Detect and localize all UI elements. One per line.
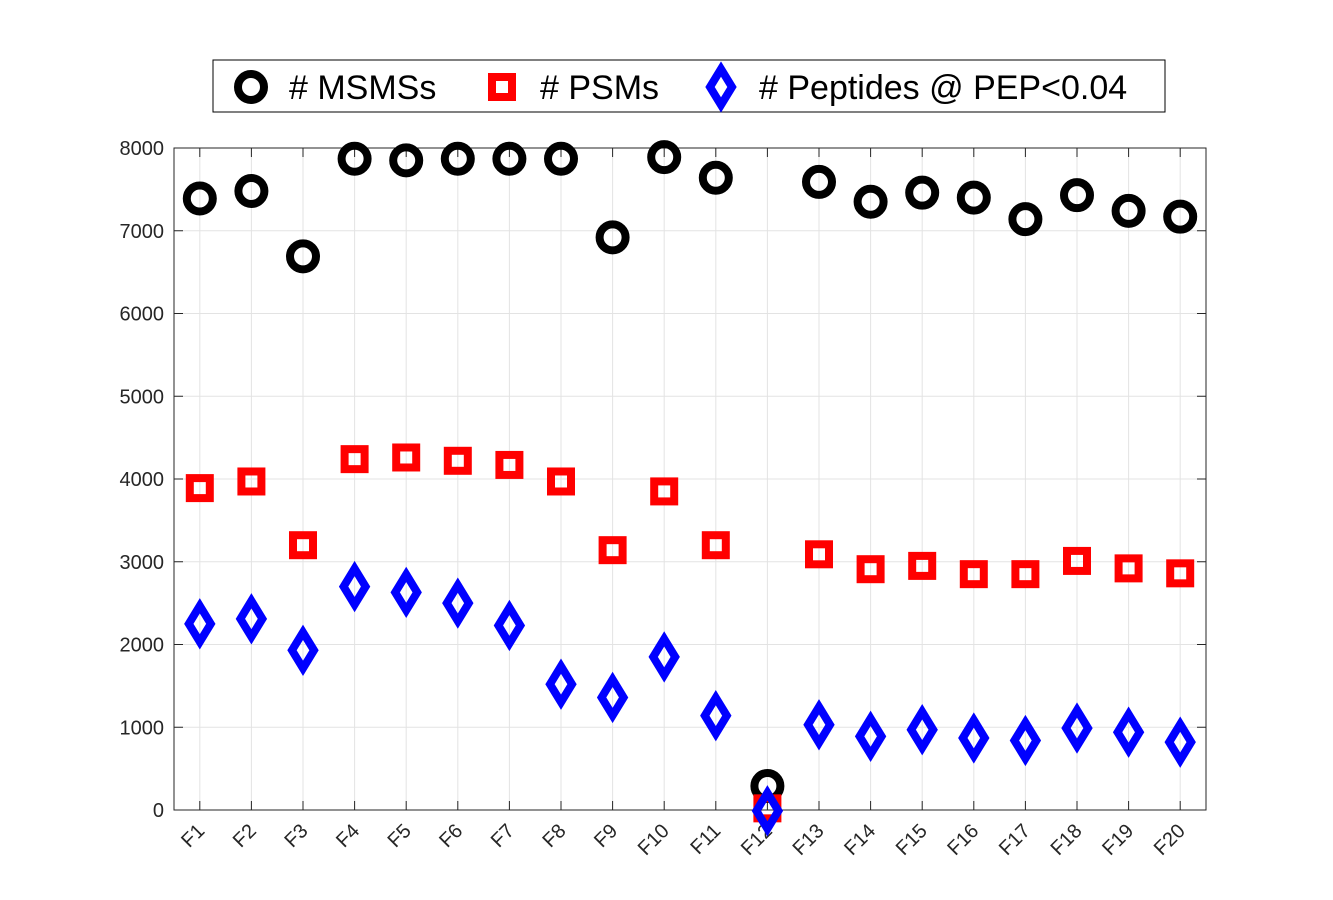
legend: # MSMSs # PSMs # Peptides @ PEP<0.04 xyxy=(212,59,1166,113)
data-point xyxy=(751,785,784,837)
y-tick-label: 8000 xyxy=(120,138,165,160)
data-point xyxy=(596,671,629,724)
y-tick-label: 7000 xyxy=(120,221,165,243)
data-point xyxy=(1063,546,1091,575)
data-point xyxy=(1164,716,1196,768)
data-point xyxy=(185,474,214,503)
data-point xyxy=(908,551,937,580)
data-point xyxy=(1011,560,1040,589)
data-point xyxy=(337,141,372,176)
series-square xyxy=(185,443,1195,823)
data-point xyxy=(956,180,991,215)
y-tick-label: 1000 xyxy=(120,717,165,739)
legend-marker-square-icon xyxy=(488,73,516,101)
data-point xyxy=(389,143,424,178)
data-point xyxy=(545,658,577,710)
legend-marker-diamond-icon xyxy=(705,61,737,113)
series-diamond xyxy=(184,560,1196,837)
data-point xyxy=(287,624,319,676)
y-tick-label: 2000 xyxy=(120,635,165,657)
data-point xyxy=(392,443,421,472)
y-tick-label: 3000 xyxy=(120,552,165,574)
data-point xyxy=(853,184,888,219)
legend-marker xyxy=(705,61,737,113)
data-point xyxy=(650,477,679,506)
legend-item-msmss: # MSMSs xyxy=(234,69,436,107)
legend-item-psms: # PSMs xyxy=(488,69,659,107)
data-point xyxy=(1166,559,1195,588)
y-tick-label: 6000 xyxy=(120,304,165,326)
legend-marker xyxy=(488,73,516,101)
data-point xyxy=(1111,193,1146,228)
data-point xyxy=(182,181,217,216)
data-point xyxy=(595,220,630,255)
legend-label-psms: # PSMs xyxy=(540,69,659,107)
data-point xyxy=(1112,706,1145,758)
legend-box xyxy=(212,59,1166,113)
data-point xyxy=(698,160,733,195)
legend-label-msmss: # MSMSs xyxy=(289,69,436,107)
data-point xyxy=(805,540,833,569)
data-point xyxy=(289,531,317,560)
data-point xyxy=(1061,702,1093,754)
data-point xyxy=(959,560,988,589)
data-point xyxy=(1009,714,1042,767)
legend-marker xyxy=(234,70,268,104)
series-layer xyxy=(182,140,1198,837)
data-point xyxy=(443,446,472,475)
data-point xyxy=(1008,202,1043,237)
y-axis: 0 1000 2000 3000 4000 5000 6000 7000 8000 xyxy=(120,138,1206,822)
data-point xyxy=(235,593,268,645)
series-circle xyxy=(182,140,1198,804)
data-point xyxy=(237,467,266,496)
data-point xyxy=(440,141,475,176)
data-point xyxy=(958,712,990,764)
data-point xyxy=(338,560,371,613)
legend-marker-circle-icon xyxy=(234,70,268,104)
y-tick-label: 0 xyxy=(153,800,164,822)
y-tick-label: 4000 xyxy=(120,469,165,491)
data-point xyxy=(856,555,885,584)
data-point xyxy=(647,140,682,175)
data-point xyxy=(598,536,627,565)
data-point xyxy=(492,141,527,176)
data-point xyxy=(854,710,887,763)
data-point xyxy=(905,175,940,210)
data-point xyxy=(495,450,524,479)
data-point xyxy=(234,174,269,209)
data-point xyxy=(1114,554,1143,583)
legend-label-peptides: # Peptides @ PEP<0.04 xyxy=(759,69,1127,107)
data-point xyxy=(442,577,474,629)
data-point xyxy=(1060,178,1094,213)
data-point xyxy=(390,566,422,619)
data-point xyxy=(700,689,732,742)
data-point xyxy=(544,141,578,176)
legend-item-peptides: # Peptides @ PEP<0.04 xyxy=(705,61,1127,113)
data-point xyxy=(547,467,575,496)
data-point xyxy=(803,699,835,751)
data-point xyxy=(286,239,320,274)
data-point xyxy=(802,164,836,199)
data-point xyxy=(340,445,369,474)
data-point xyxy=(906,704,938,756)
data-point xyxy=(701,531,730,560)
y-tick-label: 5000 xyxy=(120,386,165,408)
data-point xyxy=(1163,199,1198,234)
data-point xyxy=(493,599,526,652)
data-point xyxy=(184,598,216,650)
data-point xyxy=(648,631,680,683)
